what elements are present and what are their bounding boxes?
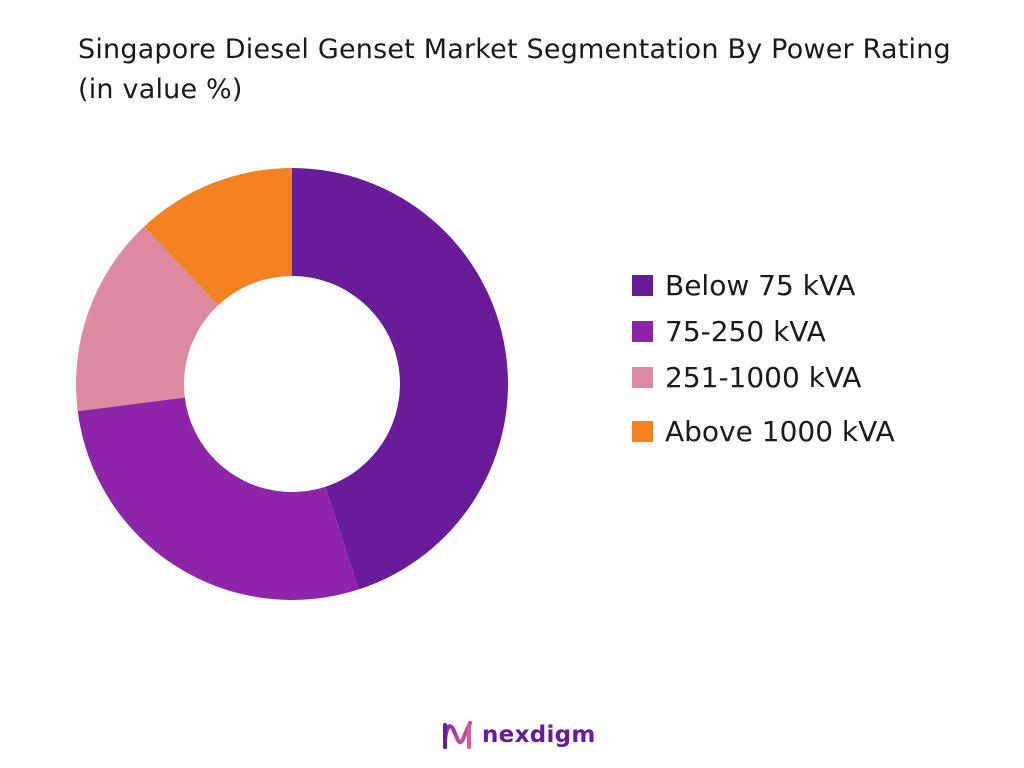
legend-label: 75-250 kVA	[665, 314, 826, 348]
legend-label: Below 75 kVA	[665, 268, 856, 302]
legend-item: 75-250 kVA	[632, 308, 895, 354]
legend-item: Below 75 kVA	[632, 262, 895, 308]
donut-slice-75-250-kva	[77, 397, 359, 600]
nexdigm-logo-icon	[443, 721, 472, 749]
donut-slice-above-1000-kva	[144, 168, 292, 306]
donut-chart	[75, 168, 509, 600]
legend-swatch	[632, 320, 653, 342]
legend-item: Above 1000 kVA	[632, 408, 895, 454]
brand-name: nexdigm	[482, 722, 596, 748]
legend-swatch	[632, 274, 653, 296]
legend-swatch	[632, 366, 653, 388]
legend-label: 251-1000 kVA	[665, 360, 862, 394]
donut-slice-below-75-kva	[292, 168, 509, 590]
donut-slice-251-1000-kva	[75, 226, 219, 412]
legend-label: Above 1000 kVA	[665, 414, 895, 448]
legend-item: 251-1000 kVA	[632, 354, 895, 400]
chart-title: Singapore Diesel Genset Market Segmentat…	[78, 34, 951, 105]
brand-logo: nexdigm	[440, 715, 596, 755]
chart-legend: Below 75 kVA 75-250 kVA 251-1000 kVA Above …	[632, 262, 895, 454]
legend-swatch	[632, 420, 653, 442]
